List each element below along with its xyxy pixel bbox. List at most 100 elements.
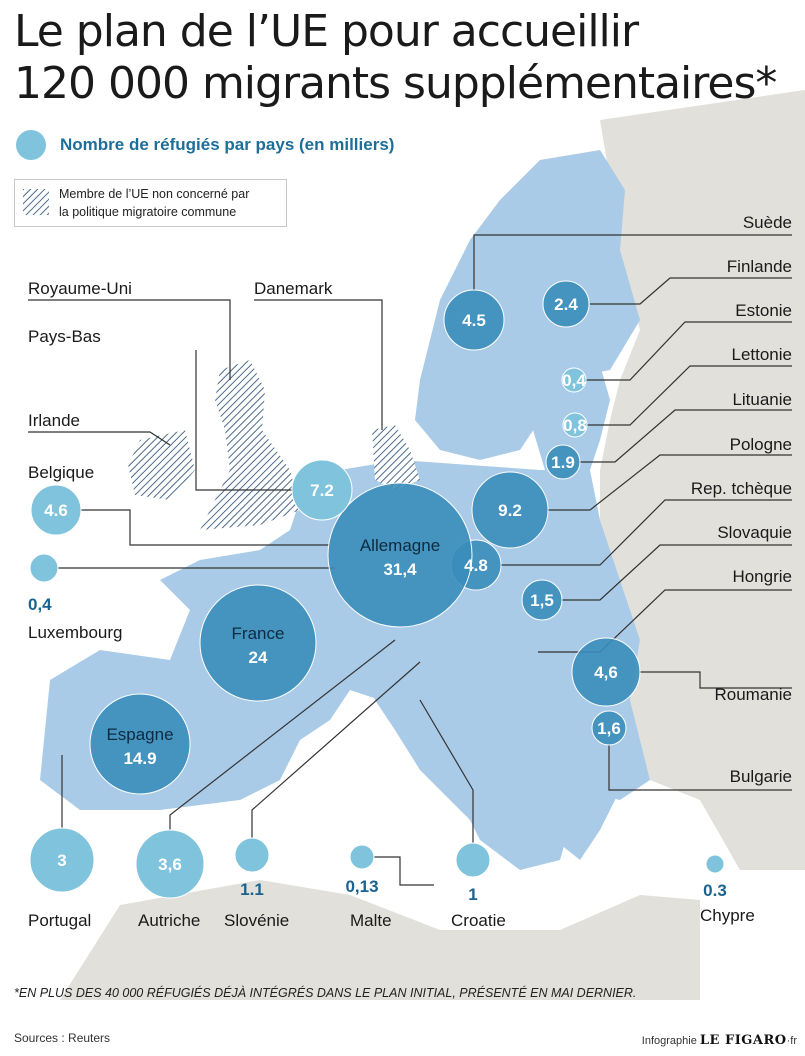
legend-hatch-text: Membre de l’UE non concerné par la polit… xyxy=(59,185,249,221)
bubble-lituanie xyxy=(545,444,581,480)
bubble-slovenie xyxy=(234,837,270,873)
country-label-hongrie: Hongrie xyxy=(732,567,792,586)
leader-line xyxy=(254,299,383,430)
leader-lines xyxy=(28,234,792,886)
value-bulgarie: 1,6 xyxy=(597,719,621,738)
legend-bubble-label: Nombre de réfugiés par pays (en milliers… xyxy=(60,135,395,154)
value-lettonie: 0,8 xyxy=(563,416,587,435)
bubble-estonie xyxy=(561,367,587,393)
value-portugal: 3 xyxy=(57,851,66,870)
credit-suffix: ·fr xyxy=(786,1035,797,1047)
leader-line xyxy=(500,499,792,566)
leader-line xyxy=(640,671,792,689)
value-finlande: 2.4 xyxy=(554,295,578,314)
value-estonie: 0,4 xyxy=(562,371,586,390)
country-label-portugal: Portugal xyxy=(28,911,91,930)
bubble-lettonie xyxy=(562,412,588,438)
country-label-finlande: Finlande xyxy=(727,257,792,276)
bubble-belgique xyxy=(30,484,82,536)
country-label-reptcheque: Rep. tchèque xyxy=(691,479,792,498)
legend-hatch: Membre de l’UE non concerné par la polit… xyxy=(14,179,287,227)
value-pologne: 9.2 xyxy=(498,501,522,520)
value-slovaquie: 1,5 xyxy=(530,591,554,610)
eu-land-greece xyxy=(550,760,620,860)
value-malte: 0,13 xyxy=(345,877,378,896)
leader-line xyxy=(195,350,292,491)
legend-hatch-swatch xyxy=(23,189,49,215)
value-croatie: 1 xyxy=(468,885,477,904)
country-label-autriche: Autriche xyxy=(138,911,200,930)
bubble-luxembourg xyxy=(29,553,59,583)
credit-brand: LE FIGARO xyxy=(699,1033,787,1048)
country-label-suede: Suède xyxy=(743,213,792,232)
bubble-layer xyxy=(29,280,725,899)
leader-line xyxy=(608,745,792,791)
leader-line xyxy=(562,544,792,601)
value-chypre: 0.3 xyxy=(703,881,727,900)
country-label-non-concerned: Irlande xyxy=(28,411,80,430)
footnote: *EN PLUS DES 40 000 RÉFUGIÉS DÉJÀ INTÉGR… xyxy=(14,986,637,1000)
name-allemagne: Allemagne xyxy=(360,536,440,555)
leader-line xyxy=(28,431,171,446)
value-roumanie: 4,6 xyxy=(594,663,618,682)
value-autriche: 3,6 xyxy=(158,855,182,874)
leader-line xyxy=(419,699,474,843)
country-label-chypre: Chypre xyxy=(700,906,755,925)
value-suede: 4.5 xyxy=(462,311,486,330)
country-label-paysbas: Pays-Bas xyxy=(28,327,101,346)
country-label-slovaquie: Slovaquie xyxy=(717,523,792,542)
leader-line xyxy=(548,454,792,511)
value-lituanie: 1.9 xyxy=(551,453,575,472)
bubble-croatie xyxy=(455,842,491,878)
bubble-allemagne xyxy=(327,482,473,628)
leader-line xyxy=(580,409,792,463)
country-label-lettonie: Lettonie xyxy=(732,345,793,364)
country-label-non-concerned: Royaume-Uni xyxy=(28,279,132,298)
title-line-2: 120 000 migrants supplémentaires* xyxy=(14,58,777,109)
title-line-1: Le plan de l’UE pour accueillir xyxy=(14,6,639,57)
bubble-roumanie xyxy=(571,637,641,707)
bubble-chypre xyxy=(705,854,725,874)
country-label-bulgarie: Bulgarie xyxy=(730,767,792,786)
leader-line xyxy=(251,661,421,838)
value-france: 24 xyxy=(249,648,268,667)
non-eu-land-north-africa xyxy=(60,880,700,1000)
uk-hatched xyxy=(200,360,300,530)
bubble-pologne xyxy=(471,471,549,549)
value-belgique: 4.6 xyxy=(44,501,68,520)
leader-line xyxy=(586,321,792,381)
label-layer: Royaume-Uni Irlande Danemark 4.5 Suède 2.4 Fin… xyxy=(28,213,792,930)
name-france: France xyxy=(232,624,285,643)
bubble-france xyxy=(199,584,317,702)
ireland-hatched xyxy=(128,430,195,500)
bubble-portugal xyxy=(29,827,95,893)
denmark-hatched xyxy=(372,425,420,490)
leader-line xyxy=(587,365,792,426)
country-label-pologne: Pologne xyxy=(730,435,792,454)
value-espagne: 14.9 xyxy=(123,749,156,768)
page-title: Le plan de l’UE pour accueillir 120 000 … xyxy=(14,6,777,110)
leader-line xyxy=(374,856,434,886)
country-label-luxembourg: Luxembourg xyxy=(28,623,123,642)
legend-bubble-swatch xyxy=(16,130,46,160)
country-label-malte: Malte xyxy=(350,911,392,930)
country-label-slovenie: Slovénie xyxy=(224,911,289,930)
eu-land-italy xyxy=(370,680,500,830)
bubble-autriche xyxy=(135,829,205,899)
leader-line xyxy=(473,234,792,290)
value-allemagne: 31,4 xyxy=(383,560,417,579)
country-label-croatie: Croatie xyxy=(451,911,506,930)
leader-line xyxy=(28,299,231,380)
bubble-espagne xyxy=(89,693,191,795)
bubble-bulgarie xyxy=(591,710,627,746)
non-eu-land-east xyxy=(600,90,805,870)
leader-line xyxy=(590,277,792,305)
eu-land-scandinavia xyxy=(415,150,640,460)
bubble-suede xyxy=(443,289,505,351)
legend-bubble: Nombre de réfugiés par pays (en milliers… xyxy=(16,130,394,160)
value-paysbas: 7.2 xyxy=(310,481,334,500)
value-luxembourg: 0,4 xyxy=(28,595,52,614)
bubble-slovaquie xyxy=(521,579,563,621)
country-label-roumanie: Roumanie xyxy=(715,685,793,704)
bubble-malte xyxy=(349,844,375,870)
